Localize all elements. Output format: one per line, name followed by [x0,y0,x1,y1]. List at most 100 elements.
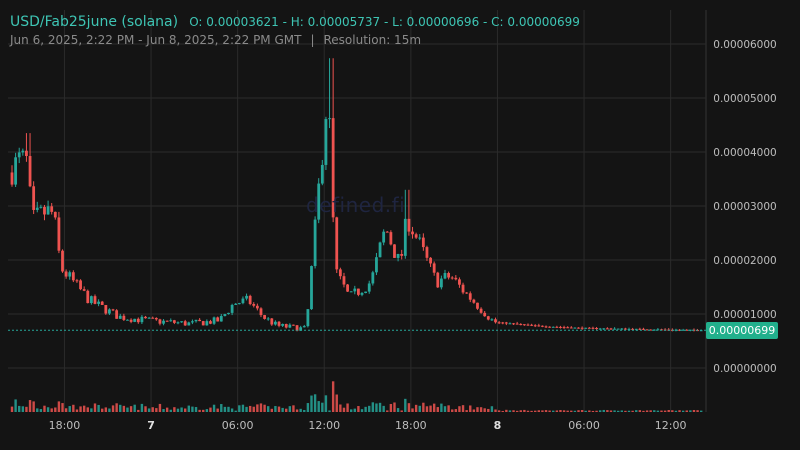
candle-body [638,328,642,330]
volume-bar [288,406,292,412]
candle [108,308,111,316]
candle-body [631,328,635,330]
candle [187,321,191,326]
volume-bar [223,406,227,412]
price-axis[interactable]: 0.00006000 0.00005000 0.00004000 0.00003000… [713,39,776,375]
volume-bar [537,410,541,412]
candle [17,147,21,164]
volume-bar [285,408,288,412]
volume-bar [43,405,46,412]
candle [548,326,552,328]
watermark: defined.fi [306,193,406,217]
candle-body [317,183,321,220]
volume-bar [699,410,703,412]
candle-body [284,323,288,328]
candle-body [418,237,422,239]
candle-body [277,321,281,326]
volume-bar [534,410,537,412]
volume-bar [194,407,198,412]
candle-body [613,328,616,330]
candle-body [479,308,483,313]
candle [357,288,360,297]
candle-body [50,206,54,212]
candle-body [544,326,548,328]
candle [234,302,238,305]
candle-body [512,323,515,325]
candle [443,269,447,280]
volume-bar [97,404,100,412]
candle-body [140,316,144,323]
volume-bar [447,405,450,412]
candle [61,249,64,273]
x-tick-label: 18:00 [49,419,81,432]
candle-body [75,280,79,282]
candle [562,325,566,329]
pair-title[interactable]: USD/Fab25june (solana) [10,14,179,30]
candle [126,319,129,321]
candle-body [176,322,180,324]
x-tick-label: 12:00 [308,419,340,432]
candle [371,270,375,286]
volume-bar [36,408,39,412]
volume-bar [292,405,295,412]
candle [201,320,205,326]
candle-body [162,320,165,324]
volume-bars [10,381,703,412]
candle-body [259,308,263,316]
volume-bar [256,404,259,412]
volume-bar [570,410,573,412]
candle-body [602,328,606,330]
candle-body [634,328,638,330]
candle-body [320,164,324,184]
candle-body [393,244,396,258]
candle [43,204,46,221]
chart-grid [8,10,707,412]
volume-bar [414,404,418,412]
volume-bar [396,408,400,412]
candle [241,296,245,305]
candle-body [439,278,443,288]
candle-body [111,309,115,311]
volume-bar [635,410,638,412]
volume-bar [580,410,584,412]
time-axis[interactable]: 18:00 7 06:00 12:00 18:00 8 06:00 12:00 [49,419,687,432]
resolution-label[interactable]: Resolution: 15m [323,33,422,47]
candle [346,284,349,292]
x-tick-label: 06:00 [222,419,254,432]
candle-body [82,289,86,291]
candle [68,270,72,280]
candle [183,319,187,326]
candle [602,328,606,331]
candle-body [79,280,82,290]
candle [53,211,57,220]
volume-bar [436,407,439,412]
candle [302,324,306,328]
volume-bar [663,410,667,412]
y-tick-label: 0.00003000 [713,201,776,213]
candle [75,278,79,283]
candle [367,280,371,294]
volume-bar [147,408,151,412]
candle [172,319,176,325]
volume-bar [184,408,187,412]
candle [515,321,519,325]
volume-bar [165,407,169,412]
volume-bar [497,410,501,412]
volume-bar [245,406,248,412]
candle [450,276,454,280]
candle [205,319,209,326]
candle-body [681,329,685,331]
volume-bar [349,409,353,412]
candle [537,323,541,327]
candle-body [136,318,140,323]
candle [508,322,512,325]
candle-body [151,317,155,319]
volume-bar [696,410,699,412]
volume-bar [180,407,183,412]
volume-bar [274,406,277,412]
candle-body [533,325,537,327]
candle-body [35,207,39,210]
volume-bar [418,405,421,412]
y-tick-label: 0.00006000 [713,39,776,51]
